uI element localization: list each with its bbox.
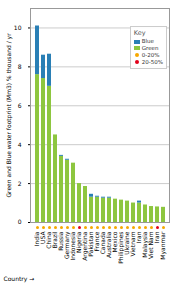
svg-text:10: 10 <box>14 24 22 31</box>
svg-text:Pakistan: Pakistan <box>87 231 95 257</box>
svg-text:Iran: Iran <box>153 231 161 244</box>
svg-text:Country →: Country → <box>4 275 35 283</box>
svg-text:India: India <box>33 231 41 247</box>
svg-text:0: 0 <box>18 218 22 225</box>
svg-text:Argentina: Argentina <box>81 231 89 261</box>
svg-text:Myanmar: Myanmar <box>159 231 167 260</box>
svg-text:2: 2 <box>18 180 22 187</box>
html-text:Green: Green <box>141 45 159 51</box>
svg-text:Mexico: Mexico <box>111 231 119 253</box>
svg-text:Viet Nam: Viet Nam <box>147 231 155 260</box>
svg-text:China: China <box>45 231 53 249</box>
svg-text:Philippines: Philippines <box>117 231 125 264</box>
svg-text:Iran: Iran <box>135 231 143 244</box>
svg-text:4: 4 <box>18 141 22 148</box>
svg-text:Australia: Australia <box>105 231 113 258</box>
svg-text:USA: USA <box>39 231 47 244</box>
svg-text:Indonesia: Indonesia <box>69 231 77 261</box>
svg-text:Malaysia: Malaysia <box>141 231 149 258</box>
svg-text:8: 8 <box>18 63 22 70</box>
svg-text:Canada: Canada <box>99 231 107 255</box>
svg-text:Germany: Germany <box>63 231 71 260</box>
html-text:20-50%: 20-50% <box>141 58 163 65</box>
html-text:0-20%: 0-20% <box>141 51 160 58</box>
svg-text:Brazil: Brazil <box>51 231 59 249</box>
svg-text:Vietnam: Vietnam <box>129 231 137 257</box>
svg-text:Russia: Russia <box>57 231 65 251</box>
html-text:Blue: Blue <box>141 38 154 45</box>
svg-text:Ukraine: Ukraine <box>123 231 131 255</box>
svg-text:Nigeria: Nigeria <box>75 231 83 253</box>
svg-text:Green and Blue water footprint: Green and Blue water footprint (Mm3) % t… <box>5 33 13 198</box>
svg-text:6: 6 <box>18 102 22 109</box>
html-text:Key: Key <box>133 29 146 37</box>
svg-text:France: France <box>93 231 101 252</box>
